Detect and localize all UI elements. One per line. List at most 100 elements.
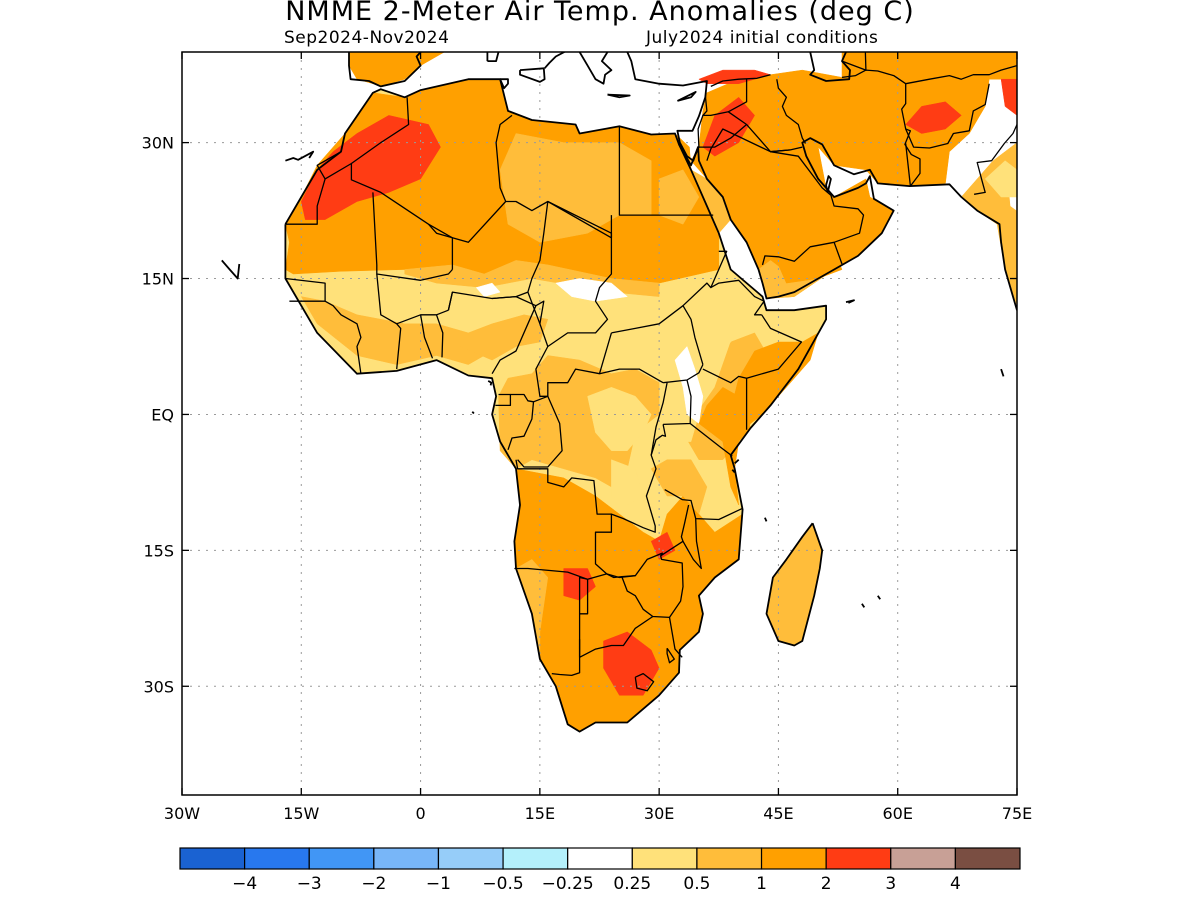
country-border-37 xyxy=(680,504,690,542)
country-border-13 xyxy=(396,309,449,325)
country-border-9 xyxy=(372,192,453,281)
lat-tick-label: 15N xyxy=(142,270,174,289)
map-layer xyxy=(182,52,1057,795)
country-border-24 xyxy=(611,382,668,533)
colorbar-label: −3 xyxy=(297,874,322,894)
coastline-12 xyxy=(607,93,631,99)
country-border-15 xyxy=(435,314,444,358)
coastline-19 xyxy=(734,459,740,465)
colorbar-label: 0.5 xyxy=(683,874,710,894)
country-border-7 xyxy=(547,200,612,239)
anomaly-region-20 xyxy=(698,287,747,352)
country-border-11 xyxy=(324,300,362,374)
lat-tick-label: 15S xyxy=(143,541,174,560)
coastline-10 xyxy=(543,52,567,69)
colorbar-swatch-8 xyxy=(696,847,763,870)
colorbar-label: 1 xyxy=(756,874,767,894)
country-border-29 xyxy=(710,279,765,316)
country-border-23 xyxy=(515,459,613,575)
lat-tick-label: EQ xyxy=(151,405,174,424)
country-border-33 xyxy=(689,422,733,457)
country-border-45 xyxy=(666,647,675,664)
country-border-48 xyxy=(710,74,771,87)
coastline-17 xyxy=(487,380,493,386)
map-frame xyxy=(181,51,1018,796)
country-border-32 xyxy=(663,379,692,426)
country-border-1 xyxy=(316,151,342,180)
country-border-0 xyxy=(285,162,454,270)
coastline-22 xyxy=(861,603,866,608)
lon-tick-label: 15W xyxy=(283,804,319,823)
country-border-59 xyxy=(905,64,1017,85)
colorbar-swatch-10 xyxy=(825,847,892,870)
country-border-53 xyxy=(761,151,865,266)
country-border-34 xyxy=(650,424,667,456)
forecast-period: Sep2024-Nov2024 xyxy=(284,28,450,48)
coastline-13 xyxy=(677,91,697,102)
coastline-5 xyxy=(348,52,422,88)
coastline-23 xyxy=(877,595,881,600)
country-border-19 xyxy=(535,346,664,397)
country-border-35 xyxy=(664,489,743,521)
coastline-26 xyxy=(1055,327,1057,361)
anomaly-region-34 xyxy=(1000,78,1017,116)
coastline-25 xyxy=(1000,368,1005,377)
colorbar-swatch-11 xyxy=(890,847,956,870)
coastlines xyxy=(221,52,1057,733)
anomaly-region-36 xyxy=(984,160,1017,198)
lon-tick-label: 15E xyxy=(525,804,555,823)
country-border-20 xyxy=(495,393,512,407)
country-border-18 xyxy=(535,300,545,324)
country-border-5 xyxy=(618,126,714,216)
country-border-14 xyxy=(419,314,434,359)
country-border-8 xyxy=(447,201,549,311)
country-border-46 xyxy=(634,672,655,692)
country-border-22 xyxy=(517,395,563,468)
anomaly-region-9 xyxy=(658,169,700,225)
coastline-20 xyxy=(731,469,736,473)
colorbar-swatch-7 xyxy=(631,847,698,870)
coastline-3 xyxy=(626,52,708,162)
country-border-25 xyxy=(663,364,704,384)
lon-tick-label: 30E xyxy=(644,804,674,823)
coastline-11 xyxy=(578,52,613,85)
coastline-15 xyxy=(285,150,315,162)
coastline-4 xyxy=(825,175,832,193)
anomaly-region-21 xyxy=(674,346,704,424)
country-border-55 xyxy=(776,79,807,144)
colorbar-label: −4 xyxy=(232,874,257,894)
coastline-1 xyxy=(765,522,824,647)
colorbar: −4 −3 −2 −1 −0.5 −0.25 0.25 0.5 1 2 3 4 xyxy=(179,847,1021,894)
lon-tick-label: 45E xyxy=(763,804,793,823)
colorbar-label: −0.5 xyxy=(482,874,523,894)
country-border-58 xyxy=(905,83,990,149)
colorbar-swatch-4 xyxy=(437,847,504,870)
country-border-10 xyxy=(285,277,326,302)
colorbar-label: 2 xyxy=(821,874,832,894)
lon-tick-label: 30W xyxy=(164,804,200,823)
map-title: NMME 2-Meter Air Temp. Anomalies (deg C) xyxy=(285,0,915,27)
anomaly-fill-layer xyxy=(182,52,1017,732)
country-border-30 xyxy=(702,314,803,384)
country-border-50 xyxy=(727,79,748,113)
country-border-21 xyxy=(507,393,535,451)
coastline-2 xyxy=(678,137,1017,311)
country-border-38 xyxy=(660,555,684,618)
coastline-14 xyxy=(809,52,851,82)
lat-tick-label: 30S xyxy=(143,677,174,696)
country-border-41 xyxy=(579,579,589,615)
colorbar-swatch-5 xyxy=(502,847,569,870)
colorbar-label: −1 xyxy=(426,874,451,894)
country-border-26 xyxy=(598,332,613,374)
lon-tick-label: 0 xyxy=(415,804,425,823)
anomaly-region-15 xyxy=(587,387,652,451)
coastline-21 xyxy=(764,517,768,522)
country-border-2 xyxy=(351,97,410,165)
lon-tick-label: 75E xyxy=(1002,804,1032,823)
colorbar-swatch-3 xyxy=(373,847,440,870)
country-border-17 xyxy=(491,295,537,375)
country-border-43 xyxy=(551,639,581,677)
colorbar-label: 4 xyxy=(950,874,961,894)
country-border-42 xyxy=(514,567,588,580)
